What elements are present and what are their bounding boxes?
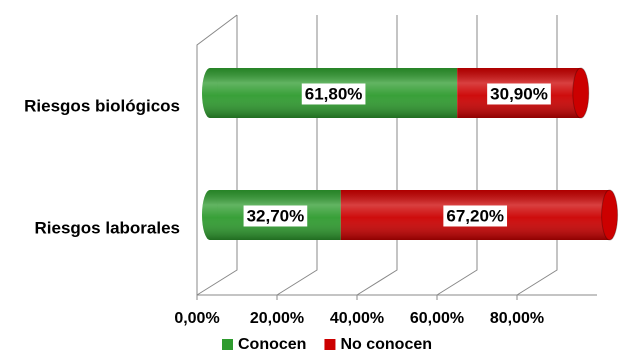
- x-tick-label: 60,00%: [410, 310, 464, 327]
- value-label: 32,70%: [247, 206, 305, 225]
- legend-swatch: [222, 339, 233, 350]
- value-label: 67,20%: [446, 206, 504, 225]
- bar-cap-left-shade: [202, 68, 218, 118]
- grid-line: [356, 15, 398, 296]
- x-tick-label: 0,00%: [174, 310, 219, 327]
- left-wall: [196, 14, 238, 295]
- bar-segment: [340, 189, 619, 241]
- bar-cap-left-shade: [202, 190, 218, 240]
- value-label-box: [243, 205, 308, 227]
- grid-line: [276, 15, 318, 296]
- legend-label: Conocen: [238, 336, 306, 353]
- x-tick-label: 40,00%: [330, 310, 384, 327]
- bar-cap-right: [572, 67, 590, 119]
- value-label: 30,90%: [490, 84, 548, 103]
- bar-cap-right: [601, 189, 619, 241]
- x-tick-label: 80,00%: [490, 310, 544, 327]
- value-label-box: [487, 83, 551, 105]
- grid-line: [516, 15, 558, 296]
- value-label-box: [443, 205, 508, 227]
- legend-swatch: [324, 339, 336, 350]
- category-label: Riesgos biológicos: [24, 96, 180, 115]
- grid-line: [196, 15, 238, 296]
- x-tick-label: 20,00%: [250, 310, 304, 327]
- category-label: Riesgos laborales: [34, 218, 180, 237]
- bar-segment: [202, 68, 458, 118]
- value-label-box: [301, 83, 366, 105]
- bar-segment: [457, 67, 590, 119]
- grid-line: [436, 15, 478, 296]
- legend-label: No conocen: [340, 336, 432, 353]
- value-label: 61,80%: [305, 84, 363, 103]
